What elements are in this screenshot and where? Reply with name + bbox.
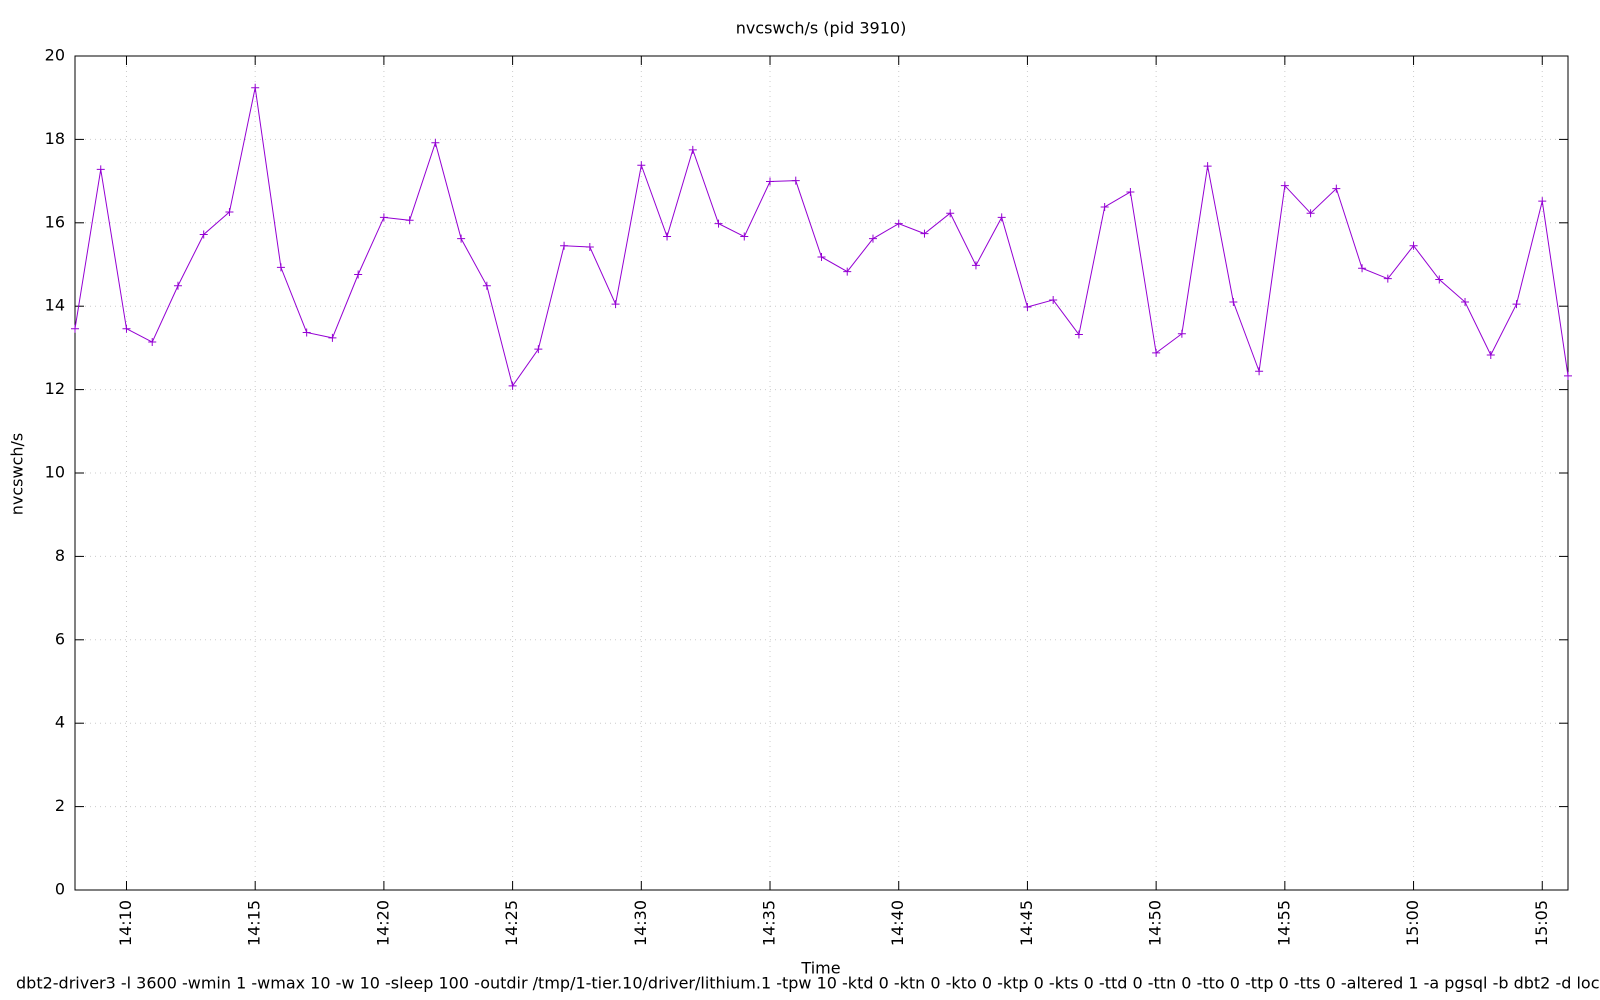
- data-point: [688, 145, 697, 154]
- data-point: [122, 324, 131, 333]
- y-axis-label: nvcswch/s: [8, 433, 27, 516]
- data-point: [482, 281, 491, 290]
- y-tick-label: 10: [45, 463, 65, 482]
- y-tick-label: 8: [55, 546, 65, 565]
- y-tick-label: 18: [45, 129, 65, 148]
- plot-frame: [74, 55, 1569, 891]
- data-point: [740, 232, 749, 241]
- data-point: [1461, 298, 1470, 307]
- data-point: [1152, 348, 1161, 357]
- data-point: [1332, 184, 1341, 193]
- data-point: [1512, 300, 1521, 309]
- data-point: [663, 232, 672, 241]
- y-tick-label: 0: [55, 880, 65, 899]
- x-tick-label: 14:45: [1017, 900, 1036, 946]
- data-point: [225, 207, 234, 216]
- data-point: [379, 213, 388, 222]
- data-point: [405, 216, 414, 225]
- data-point: [1306, 209, 1315, 218]
- x-tick-label: 14:10: [116, 900, 135, 946]
- x-tick-label: 14:40: [888, 900, 907, 946]
- y-tick-label: 4: [55, 713, 65, 732]
- data-point: [328, 333, 337, 342]
- x-tick-label: 14:50: [1146, 900, 1165, 946]
- data-point: [611, 300, 620, 309]
- data-point: [560, 241, 569, 250]
- data-point: [1049, 295, 1058, 304]
- x-tick-label: 15:05: [1532, 900, 1551, 946]
- data-point: [71, 324, 79, 333]
- data-point: [971, 261, 980, 270]
- data-point: [431, 138, 440, 147]
- x-tick-label: 14:55: [1274, 900, 1293, 946]
- data-point: [868, 234, 877, 243]
- data-point: [302, 328, 311, 337]
- chart-title: nvcswch/s (pid 3910): [736, 19, 907, 38]
- data-point: [843, 267, 852, 276]
- data-point: [276, 263, 285, 272]
- y-tick-label: 16: [45, 212, 65, 231]
- x-tick-label: 15:00: [1403, 900, 1422, 946]
- y-tick-label: 6: [55, 629, 65, 648]
- data-point: [1435, 275, 1444, 284]
- data-point: [714, 219, 723, 228]
- footer: dbt2-driver3 -l 3600 -wmin 1 -wmax 10 -w…: [16, 974, 1600, 993]
- x-tick-label: 14:30: [631, 900, 650, 946]
- y-tick-label: 14: [45, 296, 65, 315]
- data-point: [946, 209, 955, 218]
- data-point: [148, 338, 157, 347]
- data-point: [199, 230, 208, 239]
- data-point: [508, 381, 517, 390]
- data-point: [1177, 329, 1186, 338]
- data-point: [354, 270, 363, 279]
- data-point: [817, 252, 826, 261]
- data-point: [1074, 330, 1083, 339]
- data-point: [920, 229, 929, 238]
- data-line: [74, 87, 1569, 388]
- data-point: [1023, 303, 1032, 312]
- data-point: [251, 83, 260, 92]
- data-point: [1383, 274, 1392, 283]
- data-point: [1280, 181, 1289, 190]
- data-point: [1203, 162, 1212, 171]
- x-tick-label: 14:20: [373, 900, 392, 946]
- data-point: [791, 176, 800, 185]
- data-point: [1486, 350, 1495, 359]
- data-point: [894, 219, 903, 228]
- data-point: [1255, 367, 1264, 376]
- data-point: [1100, 202, 1109, 211]
- data-point: [534, 345, 543, 354]
- data-point: [96, 165, 105, 174]
- y-tick-label: 2: [55, 796, 65, 815]
- data-point: [1126, 187, 1135, 196]
- data-point: [1409, 241, 1418, 250]
- data-point: [1538, 197, 1547, 206]
- data-point: [1564, 371, 1572, 380]
- data-point: [766, 177, 775, 186]
- x-axis-label: Time: [800, 959, 840, 978]
- data-point: [585, 242, 594, 251]
- x-tick-label: 14:35: [760, 900, 779, 946]
- data-point: [1358, 264, 1367, 273]
- y-tick-label: 12: [45, 379, 65, 398]
- data-point: [997, 213, 1006, 222]
- y-tick-label: 20: [45, 46, 65, 65]
- x-tick-label: 14:15: [245, 900, 264, 946]
- x-tick-label: 14:25: [502, 900, 521, 946]
- data-point: [173, 281, 182, 290]
- data-point: [457, 234, 466, 243]
- data-point: [1229, 298, 1238, 307]
- data-point: [637, 161, 646, 170]
